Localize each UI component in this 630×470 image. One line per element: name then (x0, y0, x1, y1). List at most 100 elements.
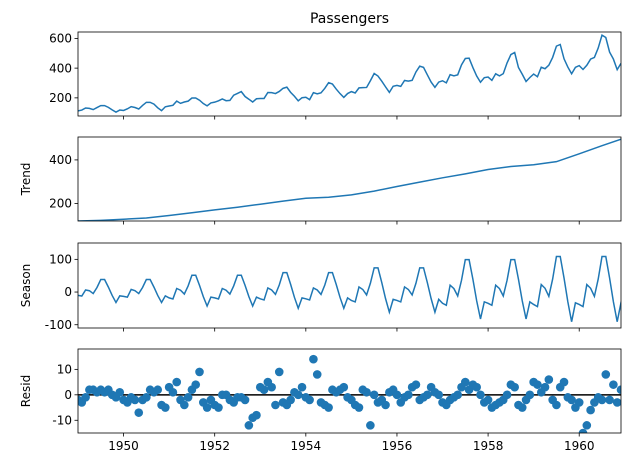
data-point (453, 390, 463, 400)
series-line (78, 255, 621, 322)
data-point (324, 403, 333, 412)
data-point (582, 421, 592, 430)
data-point (312, 370, 322, 379)
y-tick-label: 200 (49, 197, 72, 211)
y-tick-label: 400 (49, 61, 72, 75)
data-point (461, 377, 470, 387)
panel-2: 200 400 Trend (19, 136, 622, 225)
data-point (574, 398, 584, 407)
data-point (115, 387, 125, 397)
data-point (172, 377, 182, 387)
data-point (180, 400, 189, 410)
panel-1: 200 400 600 Passengers (49, 11, 622, 120)
data-point (168, 387, 178, 397)
data-point (252, 410, 261, 420)
data-point (339, 382, 349, 392)
x-tick-label: 1956 (382, 439, 413, 453)
data-point (369, 390, 379, 400)
data-point (130, 395, 140, 405)
data-point (411, 380, 421, 389)
x-tick-label: 1958 (473, 439, 504, 453)
y-tick-label: 600 (49, 32, 72, 46)
data-point (259, 385, 269, 395)
data-point (525, 390, 535, 400)
data-point (476, 390, 485, 400)
axes-frame (77, 31, 622, 117)
data-point (612, 398, 621, 407)
data-point (286, 395, 295, 405)
y-tick-label: 100 (49, 253, 72, 267)
data-point (191, 380, 201, 389)
y-tick-label: 400 (49, 153, 72, 167)
data-point (305, 395, 314, 405)
x-tick-label: 1954 (291, 439, 322, 453)
axes-frame (77, 242, 622, 329)
series-line (78, 138, 621, 221)
data-point (240, 395, 250, 405)
series-line (78, 33, 621, 113)
x-tick-label: 1950 (108, 439, 139, 453)
data-point (586, 405, 595, 415)
data-point (202, 403, 212, 412)
x-tick-label: 1952 (199, 439, 230, 453)
data-point (597, 395, 607, 405)
data-point (540, 382, 550, 392)
panel-4: -10 0 10 1950 1952 1954 1956 1958 1960 Resid (19, 348, 630, 453)
data-point (362, 387, 371, 397)
data-point (381, 400, 390, 410)
data-point (274, 367, 284, 377)
scatter-points (78, 354, 630, 433)
y-axis-label: Resid (19, 375, 33, 407)
y-axis-label: Trend (19, 163, 33, 197)
data-point (567, 395, 576, 405)
data-point (354, 403, 364, 412)
data-point (366, 421, 375, 430)
data-point (533, 380, 542, 389)
data-point (472, 382, 481, 392)
data-point (297, 382, 307, 392)
data-point (609, 380, 618, 389)
data-point (161, 403, 170, 412)
data-point (578, 428, 588, 433)
data-point (605, 395, 614, 405)
data-point (153, 385, 163, 395)
chart-title: Passengers (310, 11, 389, 27)
data-point (544, 375, 554, 384)
y-tick-label: 0 (64, 285, 72, 299)
data-point (293, 390, 303, 400)
data-point (423, 390, 432, 400)
data-point (601, 370, 611, 379)
y-axis-label: Season (19, 264, 33, 308)
data-point (195, 367, 204, 377)
data-point (483, 395, 493, 405)
data-point (434, 390, 444, 400)
data-point (134, 408, 144, 417)
data-point (183, 393, 193, 402)
axes-frame (77, 348, 622, 434)
data-point (624, 411, 630, 420)
data-point (510, 382, 519, 392)
data-point (81, 393, 90, 402)
data-point (142, 393, 151, 402)
data-point (517, 403, 527, 412)
data-point (616, 385, 621, 395)
axes-frame (77, 136, 622, 222)
data-point (552, 400, 561, 410)
data-point (502, 390, 512, 400)
data-point (392, 390, 402, 400)
data-point (271, 400, 280, 410)
data-point (620, 402, 621, 408)
y-tick-label: 0 (64, 388, 72, 402)
y-tick-label: 10 (57, 363, 72, 377)
y-tick-label: -10 (52, 413, 72, 427)
y-tick-label: 200 (49, 91, 72, 105)
data-point (214, 403, 223, 412)
data-point (559, 377, 569, 387)
data-point (404, 390, 413, 400)
data-point (309, 354, 318, 364)
data-point (244, 421, 254, 430)
panel-3: -100 0 100 Season (19, 242, 622, 332)
y-tick-label: -100 (45, 318, 72, 332)
data-point (267, 382, 276, 392)
